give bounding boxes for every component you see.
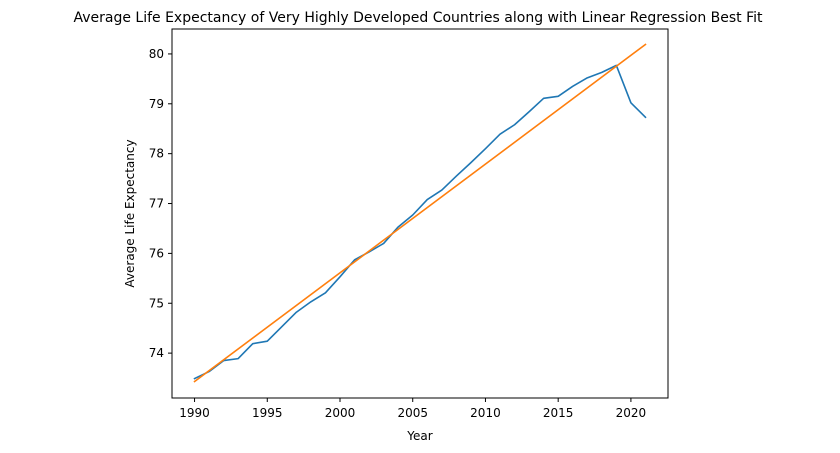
y-axis: 74 75 76 77 78 79 80 xyxy=(149,47,172,360)
series-line-2 xyxy=(193,43,647,383)
x-tick-label: 2015 xyxy=(543,406,574,420)
y-tick-label: 74 xyxy=(149,346,164,360)
x-axis: 1990 1995 2000 2005 2010 2015 2020 xyxy=(179,398,646,420)
chart-title: Average Life Expectancy of Very Highly D… xyxy=(73,10,763,26)
y-tick-label: 76 xyxy=(149,246,164,260)
x-tick-label: 1990 xyxy=(179,406,210,420)
plot-frame xyxy=(171,28,669,399)
y-tick-label: 78 xyxy=(149,147,164,161)
y-tick-label: 80 xyxy=(149,47,164,61)
series-layer xyxy=(193,43,647,383)
x-tick-label: 2020 xyxy=(616,406,647,420)
y-tick-label: 75 xyxy=(149,296,164,310)
y-tick-label: 77 xyxy=(149,197,164,211)
y-axis-label: Average Life Expectancy xyxy=(123,139,137,287)
y-tick-label: 79 xyxy=(149,97,164,111)
x-tick-label: 2000 xyxy=(325,406,356,420)
series-line-1 xyxy=(193,64,647,380)
x-tick-label: 1995 xyxy=(252,406,283,420)
x-tick-label: 2005 xyxy=(397,406,428,420)
x-tick-label: 2010 xyxy=(470,406,501,420)
x-axis-label: Year xyxy=(406,429,432,443)
